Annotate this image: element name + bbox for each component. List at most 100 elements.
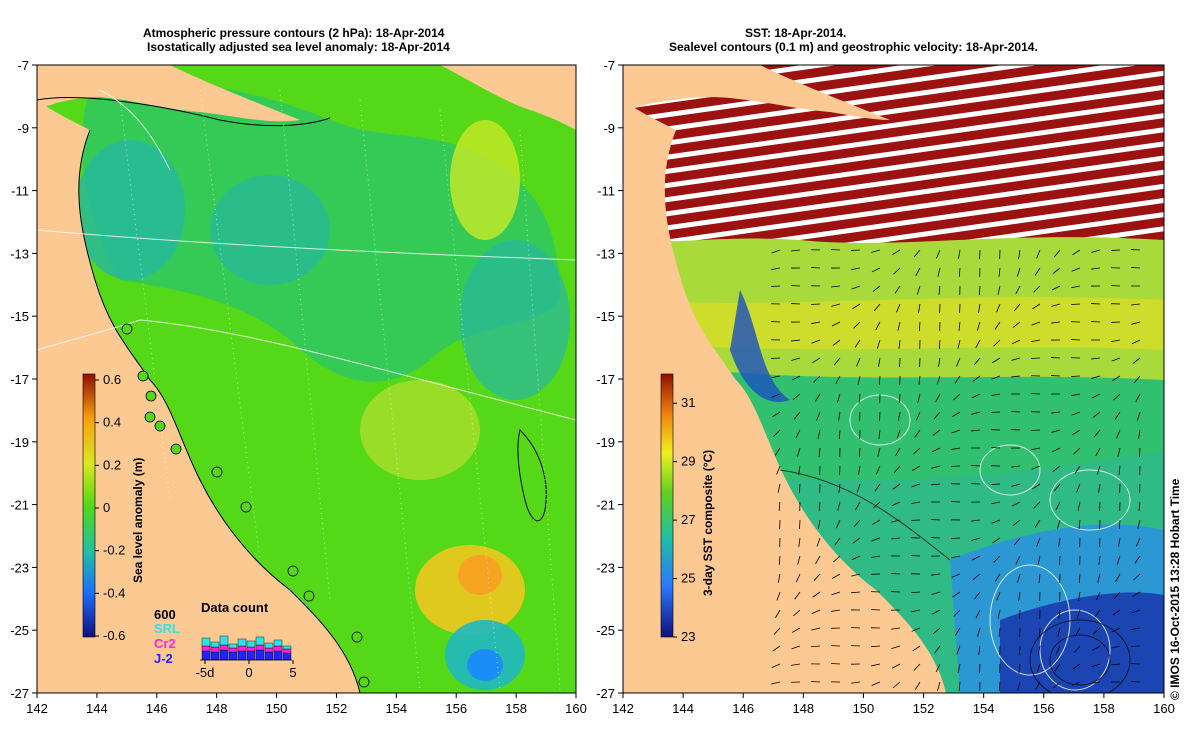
velocity-vector: [1132, 357, 1141, 364]
new-guinea-landmass: [37, 65, 300, 122]
velocity-vector: [1056, 519, 1061, 529]
velocity-vector: [891, 663, 901, 669]
velocity-vector: [978, 645, 981, 655]
velocity-vector: [791, 249, 801, 252]
velocity-vector: [931, 465, 941, 469]
lon-tick-label: 142: [26, 701, 48, 716]
velocity-vector: [950, 501, 961, 503]
velocity-vector: [851, 591, 861, 594]
velocity-vector: [993, 555, 1001, 563]
velocity-vector: [958, 321, 961, 331]
velocity-vector: [1036, 537, 1041, 547]
velocity-vector: [990, 447, 1001, 449]
velocity-vector: [795, 573, 801, 583]
velocity-vector: [979, 663, 981, 674]
velocity-vector: [933, 411, 941, 420]
velocity-vector: [771, 249, 781, 254]
data-count-bar: [219, 644, 229, 651]
sla-low-region: [460, 240, 570, 400]
velocity-vector: [810, 645, 821, 648]
velocity-vector: [857, 375, 861, 385]
velocity-vector: [791, 339, 801, 342]
data-count-legend-item: Cr2: [154, 636, 176, 651]
data-count-bar: [210, 651, 220, 661]
velocity-vector: [1113, 393, 1121, 401]
velocity-vector: [893, 267, 901, 275]
velocity-vector: [818, 447, 821, 457]
velocity-vector: [1012, 519, 1021, 526]
velocity-vector: [1072, 429, 1081, 436]
velocity-vector: [892, 249, 901, 256]
velocity-vector: [812, 357, 821, 364]
velocity-vector: [971, 429, 981, 432]
data-count-bar: [228, 651, 238, 661]
lon-tick-label: 154: [385, 701, 407, 716]
velocity-vector: [1052, 465, 1061, 472]
velocity-vector: [973, 357, 981, 366]
velocity-vector: [813, 573, 821, 581]
velocity-vector: [1133, 375, 1141, 384]
lon-tick-label: 160: [1153, 701, 1175, 716]
velocity-vector: [1073, 447, 1081, 455]
velocity-vector: [791, 663, 801, 666]
lat-tick-label: -7: [603, 58, 615, 73]
velocity-vector: [1015, 285, 1021, 295]
velocity-vector: [1117, 537, 1121, 547]
right-lat-ticks: -7 -9 -11 -13 -15 -17 -19 -21 -23 -25 -27: [596, 58, 623, 701]
velocity-vector: [917, 393, 921, 403]
velocity-vector: [914, 429, 921, 438]
velocity-vector: [916, 285, 921, 295]
velocity-vector: [1114, 411, 1121, 420]
velocity-vector: [1017, 573, 1021, 583]
velocity-vector: [1055, 645, 1061, 655]
velocity-vector: [873, 501, 881, 509]
tide-gauge-markers: [121, 323, 370, 688]
velocity-vector: [851, 555, 861, 561]
velocity-vector: [1112, 375, 1121, 382]
velocity-vector: [1137, 519, 1141, 529]
velocity-vector: [1091, 663, 1101, 668]
velocity-vector: [832, 573, 841, 579]
velocity-vector: [817, 429, 821, 439]
australia-landmass: [37, 65, 360, 693]
pressure-contour: [37, 229, 576, 261]
sla-low-region: [467, 649, 503, 681]
velocity-vector: [910, 555, 921, 557]
lon-tick-label: 152: [326, 701, 348, 716]
velocity-vector: [952, 591, 961, 598]
sst-colorbar-ticks: 31 29 27 25 23: [673, 395, 695, 644]
velocity-vector: [1116, 555, 1121, 565]
sst-coastal-cool: [730, 290, 790, 402]
velocity-vector: [878, 357, 881, 367]
pressure-contour: [99, 89, 171, 171]
velocity-vector: [851, 681, 861, 684]
velocity-vector: [1034, 519, 1041, 528]
velocity-vector: [1130, 681, 1141, 683]
lon-tick-label: 158: [505, 701, 527, 716]
velocity-vector: [915, 267, 921, 277]
lon-tick-label: 146: [146, 701, 168, 716]
velocity-vector: [1135, 393, 1141, 403]
lat-tick-label: -13: [596, 246, 615, 261]
velocity-vector: [991, 501, 1001, 505]
velocity-vector: [870, 609, 881, 611]
velocity-vector: [1115, 573, 1121, 583]
velocity-vector: [871, 249, 881, 253]
lon-tick-label: 154: [973, 701, 995, 716]
velocity-vector: [1131, 321, 1141, 325]
velocity-vector: [771, 393, 781, 398]
velocity-vector: [931, 447, 941, 453]
data-count-bar: [282, 652, 292, 661]
velocity-vector: [1055, 501, 1061, 511]
velocity-vector: [1071, 285, 1081, 289]
colorbar-tick-label: 23: [681, 629, 695, 644]
velocity-vector: [1031, 339, 1041, 343]
velocity-vector: [1011, 483, 1021, 487]
sst-warm-band: [623, 297, 1164, 350]
lat-tick-label: -13: [10, 246, 29, 261]
velocity-vector: [974, 591, 981, 600]
velocity-vector: [931, 483, 941, 486]
lat-tick-label: -25: [10, 623, 29, 638]
lon-tick-label: 156: [445, 701, 467, 716]
